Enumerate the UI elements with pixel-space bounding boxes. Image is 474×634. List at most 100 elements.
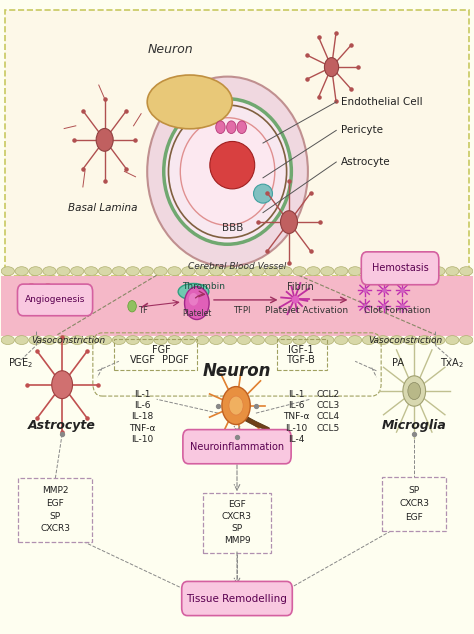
Ellipse shape bbox=[418, 335, 431, 344]
Circle shape bbox=[42, 283, 54, 300]
Point bbox=[233, 432, 241, 443]
Ellipse shape bbox=[140, 267, 153, 276]
Ellipse shape bbox=[251, 267, 264, 276]
Ellipse shape bbox=[335, 267, 348, 276]
Ellipse shape bbox=[404, 267, 417, 276]
Circle shape bbox=[281, 210, 298, 233]
Ellipse shape bbox=[307, 335, 320, 344]
Text: Neuron: Neuron bbox=[148, 42, 194, 56]
Point bbox=[380, 285, 387, 295]
Text: SP: SP bbox=[231, 524, 243, 533]
Text: EGF: EGF bbox=[405, 513, 423, 522]
Text: FGF: FGF bbox=[152, 345, 171, 355]
Ellipse shape bbox=[84, 335, 98, 344]
Point bbox=[214, 401, 222, 411]
Ellipse shape bbox=[57, 335, 70, 344]
Text: IL-6: IL-6 bbox=[288, 401, 304, 410]
Ellipse shape bbox=[15, 267, 28, 276]
Ellipse shape bbox=[418, 267, 431, 276]
Ellipse shape bbox=[265, 267, 278, 276]
Point bbox=[315, 32, 322, 42]
Ellipse shape bbox=[279, 335, 292, 344]
Text: CCL4: CCL4 bbox=[317, 413, 340, 422]
Ellipse shape bbox=[164, 99, 292, 244]
Ellipse shape bbox=[29, 267, 42, 276]
Text: Neuroinflammation: Neuroinflammation bbox=[190, 442, 284, 451]
Circle shape bbox=[25, 299, 37, 315]
Point bbox=[380, 301, 387, 311]
Text: Pericyte: Pericyte bbox=[341, 126, 383, 136]
Text: IL-4: IL-4 bbox=[288, 435, 304, 444]
Ellipse shape bbox=[147, 77, 308, 266]
Ellipse shape bbox=[362, 335, 375, 344]
Text: MMP9: MMP9 bbox=[224, 536, 250, 545]
Text: CCL2: CCL2 bbox=[317, 390, 340, 399]
Text: PA: PA bbox=[392, 358, 404, 368]
Text: EGF: EGF bbox=[228, 500, 246, 509]
Ellipse shape bbox=[390, 267, 403, 276]
Circle shape bbox=[189, 293, 198, 306]
Circle shape bbox=[128, 301, 137, 312]
Text: Neuron: Neuron bbox=[203, 362, 271, 380]
Circle shape bbox=[222, 387, 250, 425]
Text: Astrocyte: Astrocyte bbox=[28, 419, 96, 432]
Text: CXCR3: CXCR3 bbox=[40, 524, 70, 533]
Point bbox=[315, 92, 322, 102]
Ellipse shape bbox=[126, 335, 139, 344]
FancyBboxPatch shape bbox=[0, 276, 474, 335]
Ellipse shape bbox=[196, 335, 209, 344]
Ellipse shape bbox=[1, 335, 14, 344]
FancyBboxPatch shape bbox=[183, 430, 291, 463]
Text: PDGF: PDGF bbox=[162, 355, 189, 365]
Point bbox=[23, 380, 30, 390]
Circle shape bbox=[216, 121, 225, 134]
Ellipse shape bbox=[99, 267, 112, 276]
Ellipse shape bbox=[404, 335, 417, 344]
Point bbox=[83, 346, 91, 356]
Point bbox=[79, 106, 87, 116]
Ellipse shape bbox=[460, 267, 473, 276]
Text: Tissue Remodelling: Tissue Remodelling bbox=[187, 593, 287, 604]
Text: Clot Formation: Clot Formation bbox=[365, 306, 431, 315]
Text: CXCR3: CXCR3 bbox=[399, 499, 429, 508]
Point bbox=[58, 332, 66, 342]
Ellipse shape bbox=[154, 267, 167, 276]
Point bbox=[332, 96, 340, 107]
FancyBboxPatch shape bbox=[203, 493, 271, 553]
Ellipse shape bbox=[460, 335, 473, 344]
Ellipse shape bbox=[182, 335, 195, 344]
Point bbox=[303, 74, 311, 84]
Text: Vasoconstriction: Vasoconstriction bbox=[31, 336, 106, 345]
Ellipse shape bbox=[71, 267, 84, 276]
Text: TGF-B: TGF-B bbox=[286, 355, 315, 365]
Text: Fibrin: Fibrin bbox=[287, 281, 314, 292]
Ellipse shape bbox=[390, 335, 403, 344]
Point bbox=[255, 217, 262, 227]
Text: TNF-α: TNF-α bbox=[129, 424, 156, 433]
Point bbox=[70, 135, 78, 145]
Point bbox=[83, 413, 91, 424]
Circle shape bbox=[229, 396, 243, 415]
Circle shape bbox=[42, 299, 54, 315]
Text: TxA$_2$: TxA$_2$ bbox=[440, 356, 464, 370]
Point bbox=[316, 217, 323, 227]
Text: IL-1: IL-1 bbox=[134, 390, 151, 399]
Point bbox=[58, 429, 66, 439]
Ellipse shape bbox=[71, 335, 84, 344]
Text: IL-10: IL-10 bbox=[285, 424, 307, 433]
Polygon shape bbox=[199, 127, 251, 150]
Ellipse shape bbox=[196, 267, 209, 276]
Text: IGF-1: IGF-1 bbox=[288, 345, 314, 355]
Ellipse shape bbox=[168, 267, 181, 276]
Text: Microglia: Microglia bbox=[382, 419, 447, 432]
Ellipse shape bbox=[348, 267, 362, 276]
Circle shape bbox=[227, 121, 236, 134]
Ellipse shape bbox=[1, 267, 14, 276]
Ellipse shape bbox=[210, 267, 223, 276]
FancyBboxPatch shape bbox=[182, 581, 292, 616]
Text: IL-1: IL-1 bbox=[288, 390, 304, 399]
Point bbox=[252, 401, 260, 411]
Ellipse shape bbox=[168, 335, 181, 344]
Text: VEGF: VEGF bbox=[129, 355, 155, 365]
Ellipse shape bbox=[446, 267, 459, 276]
